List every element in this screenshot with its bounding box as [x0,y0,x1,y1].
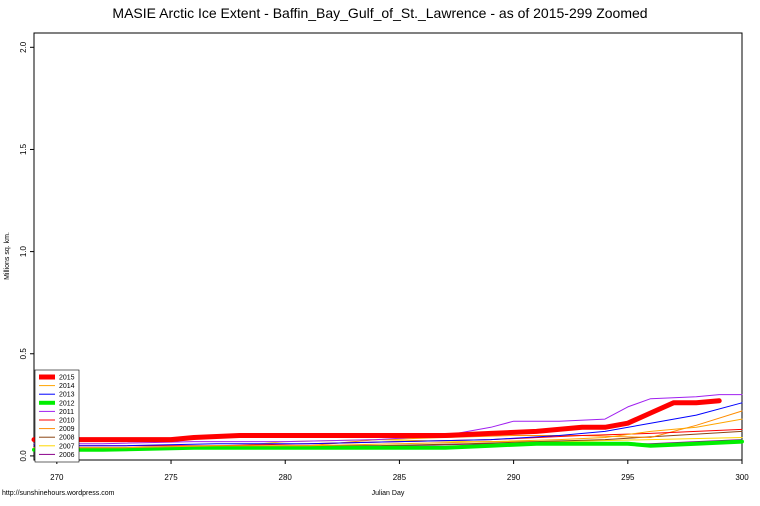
legend-label-2007: 2007 [59,443,75,450]
legend-label-2012: 2012 [59,400,75,407]
x-tick-label: 280 [279,473,293,482]
x-axis-label: Julian Day [372,490,405,497]
y-tick-label: 0.5 [19,348,28,360]
plot-frame [33,32,743,461]
x-axis: 270 275 280 285 290 295 300 [50,460,749,482]
y-tick-label: 0.0 [19,450,28,462]
y-tick-label: 2.0 [19,41,28,53]
legend-label-2015: 2015 [59,375,75,382]
x-tick-label: 295 [621,473,635,482]
y-tick-label: 1.5 [19,143,28,155]
series-layer [31,394,744,452]
series-line-2013 [33,402,743,447]
credit-text: http://sunshinehours.wordpress.com [2,490,115,497]
chart-title: MASIE Arctic Ice Extent - Baffin_Bay_Gul… [112,5,647,21]
y-tick-label: 1.0 [19,245,28,257]
legend-box [34,369,80,463]
x-tick-label: 275 [164,473,178,482]
x-tick-label: 270 [50,473,64,482]
legend-label-2010: 2010 [59,418,75,425]
x-tick-label: 290 [507,473,521,482]
series-line-2014 [33,418,743,449]
legend-label-2009: 2009 [59,426,75,433]
x-tick-label: 300 [735,473,749,482]
legend-label-2006: 2006 [59,452,75,459]
series-line-2011 [33,394,743,445]
y-axis: 0.0 0.5 1.0 1.5 2.0 [19,41,34,461]
series-line-2015 [31,398,722,443]
x-tick-label: 285 [393,473,407,482]
series-line-2012 [32,439,744,452]
legend-label-2014: 2014 [59,383,75,390]
legend-label-2008: 2008 [59,435,75,442]
y-axis-label: Millions sq. km. [4,232,11,280]
legend-label-2013: 2013 [59,392,75,399]
legend-label-2011: 2011 [59,409,74,416]
